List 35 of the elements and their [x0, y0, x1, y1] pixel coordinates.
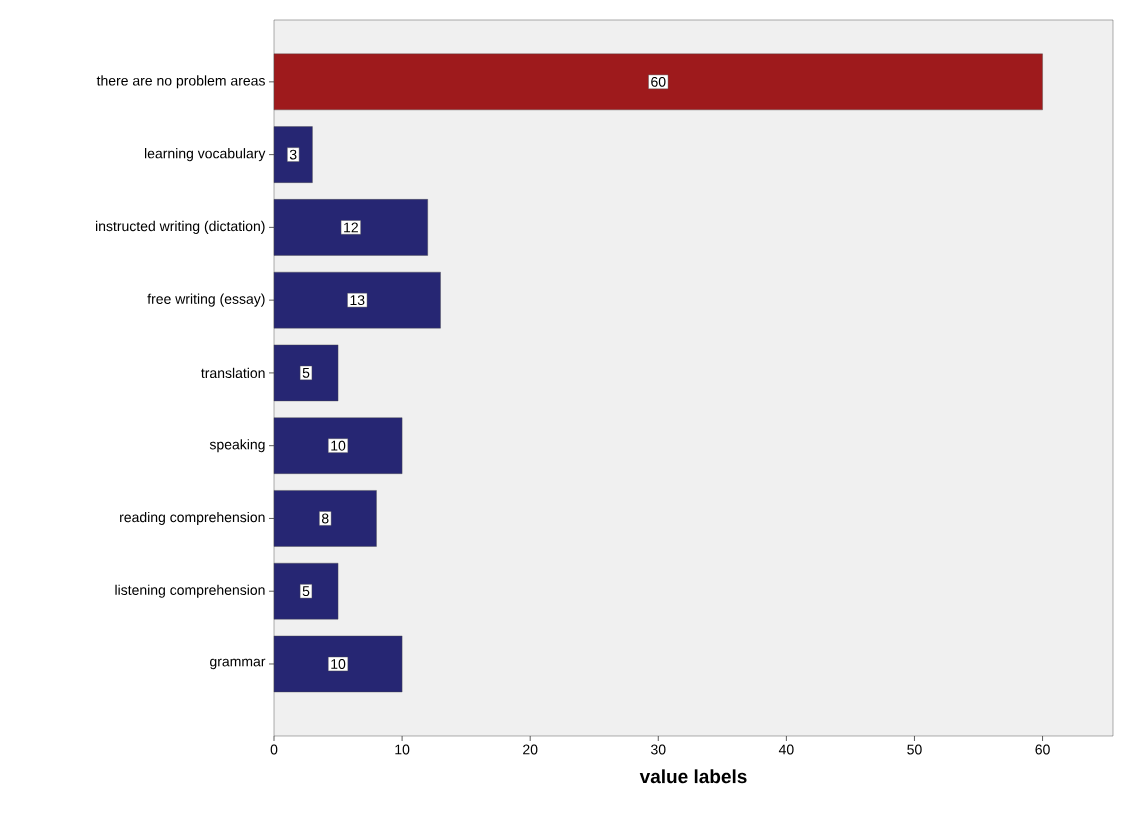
bar [273, 126, 313, 183]
bar [273, 271, 441, 329]
bar [273, 490, 377, 547]
data-label: 10 [331, 659, 346, 669]
x-tick-label: 60 [1035, 744, 1050, 755]
y-tick-label: listening comprehension [115, 584, 265, 598]
y-tick-label: speaking [209, 439, 265, 453]
x-tick-label: 40 [778, 744, 794, 755]
x-tick-label: 0 [270, 744, 278, 755]
bar [273, 635, 403, 693]
y-tick-label: translation [201, 367, 265, 379]
data-label: 13 [350, 295, 365, 306]
y-tick-label: grammar [210, 658, 266, 670]
bar [273, 417, 403, 474]
data-label: 10 [331, 440, 346, 451]
data-label: 8 [321, 513, 329, 524]
data-label: 12 [344, 222, 358, 233]
y-tick-label: free writing (essay) [147, 293, 265, 307]
y-tick-label: instructed writing (dictation) [96, 220, 265, 234]
bar [273, 344, 339, 402]
x-axis-title: value labels [639, 769, 747, 784]
data-label: 3 [289, 149, 297, 160]
y-tick-label: reading comprehension [120, 511, 265, 525]
x-tick-label: 30 [651, 744, 666, 755]
x-tick-label: 10 [395, 744, 410, 755]
bar [273, 199, 428, 256]
bar [273, 53, 1043, 111]
y-tick-label: learning vocabulary [145, 148, 266, 162]
data-label: 5 [302, 586, 310, 597]
data-label: 60 [651, 76, 666, 87]
x-tick-label: 50 [907, 744, 922, 755]
y-tick-label: there are no problem areas [96, 75, 265, 89]
data-label: 5 [302, 368, 310, 378]
bar [273, 562, 339, 620]
x-tick-label: 20 [523, 744, 538, 755]
